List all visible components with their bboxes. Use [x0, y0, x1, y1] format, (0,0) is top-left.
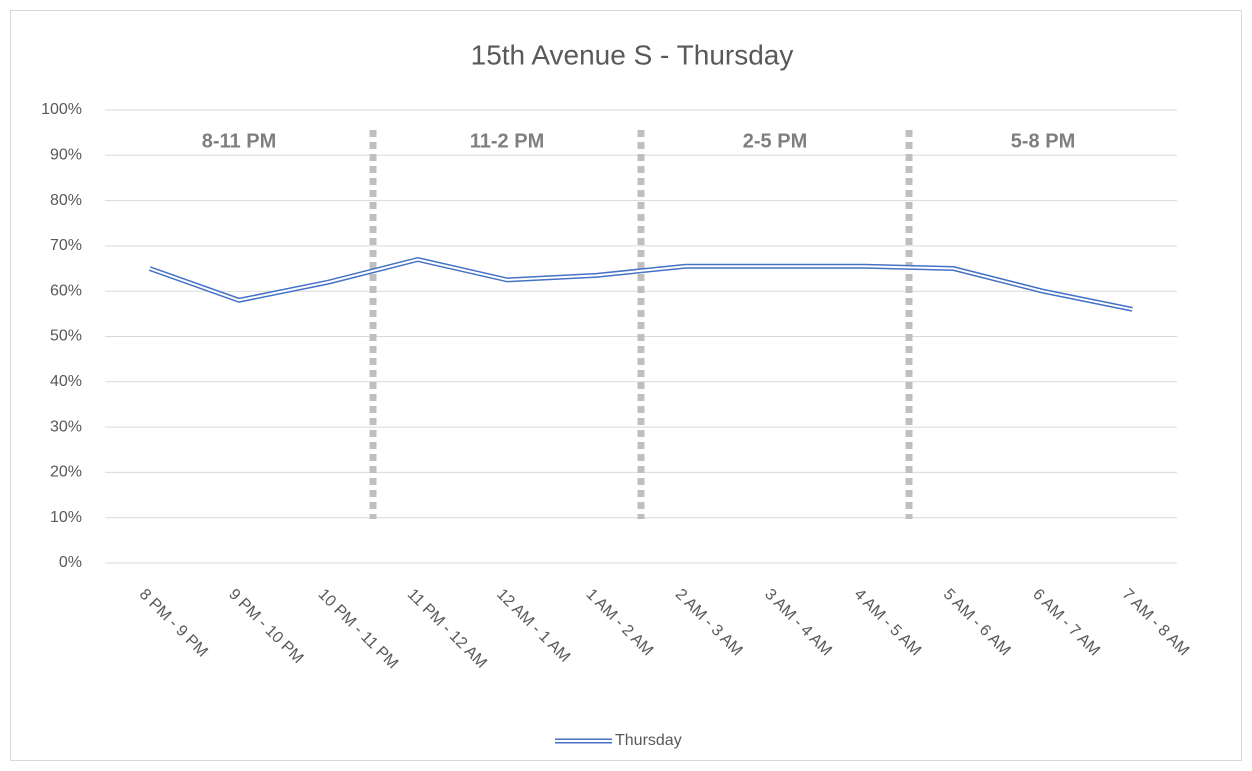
- y-tick-label: 70%: [50, 237, 82, 254]
- y-tick-label: 60%: [50, 282, 82, 299]
- y-tick-label: 80%: [50, 192, 82, 209]
- y-tick-label: 10%: [50, 509, 82, 526]
- chart-title: 15th Avenue S - Thursday: [471, 39, 794, 70]
- y-tick-label: 100%: [41, 101, 82, 118]
- annotation: 2-5 PM: [743, 130, 807, 152]
- annotation: 11-2 PM: [470, 130, 544, 152]
- y-tick-label: 50%: [50, 328, 82, 345]
- y-tick-label: 90%: [50, 147, 82, 164]
- y-tick-label: 0%: [59, 554, 82, 571]
- legend-label: Thursday: [615, 732, 682, 749]
- y-tick-label: 30%: [50, 418, 82, 435]
- y-tick-label: 40%: [50, 373, 82, 390]
- line-inner: [149, 258, 1133, 311]
- annotation: 5-8 PM: [1011, 130, 1075, 152]
- chart-border: [10, 10, 1242, 761]
- annotation: 8-11 PM: [202, 130, 276, 152]
- y-tick-label: 20%: [50, 464, 82, 481]
